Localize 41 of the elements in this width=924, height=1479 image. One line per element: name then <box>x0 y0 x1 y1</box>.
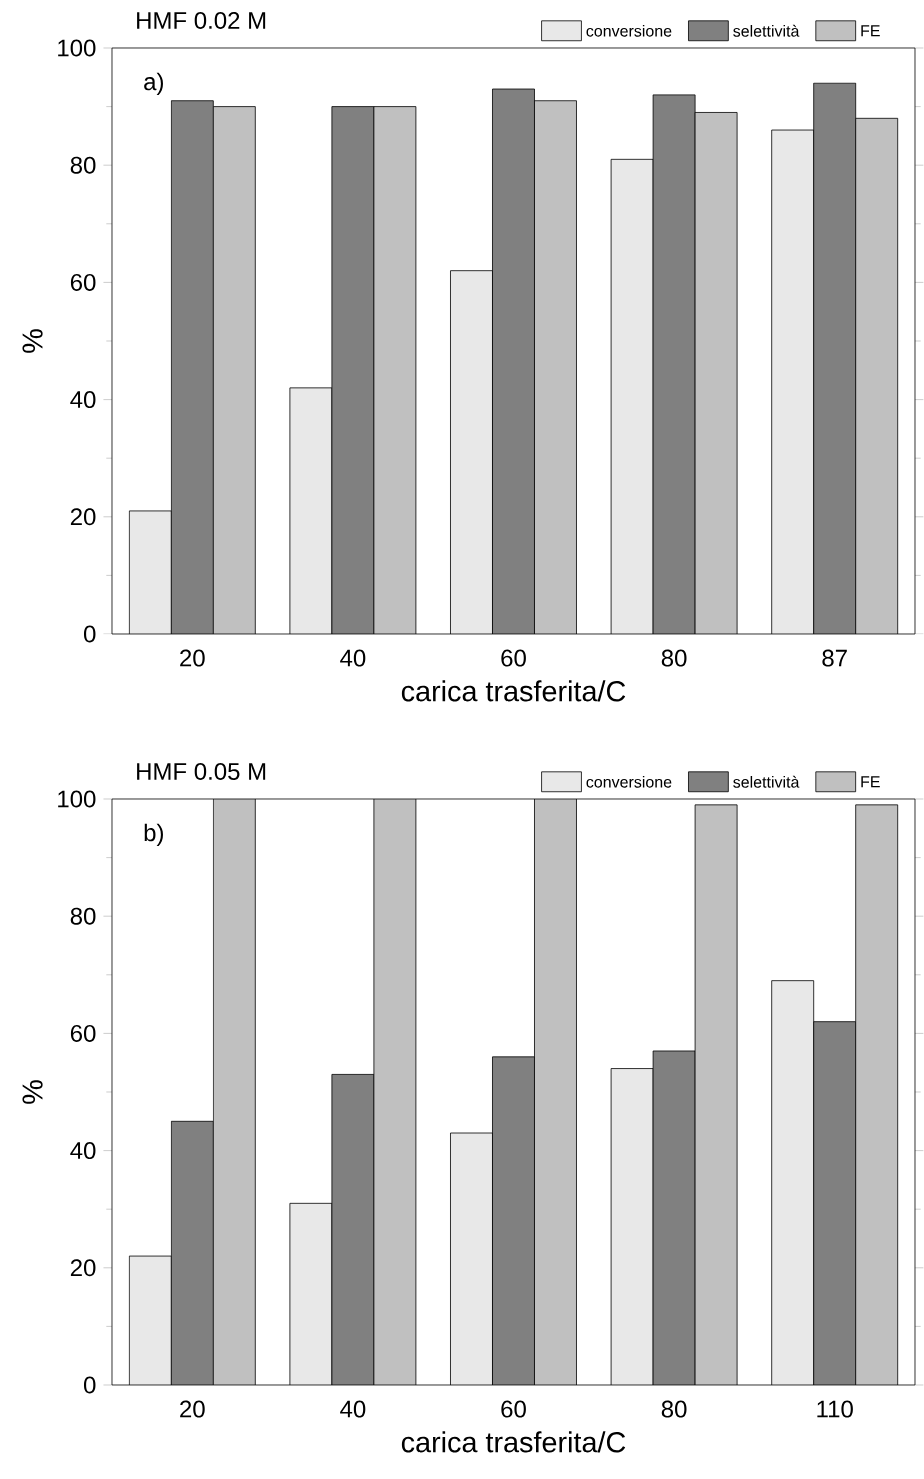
legend-label: selettività <box>733 775 800 788</box>
bar <box>373 106 417 634</box>
y-tick-label: 20 <box>71 1259 96 1277</box>
x-tick-label: 20 <box>180 1400 205 1418</box>
x-tick-label: 20 <box>180 649 205 667</box>
x-tick-label: 60 <box>501 1400 527 1418</box>
x-tick-label: 80 <box>661 649 687 667</box>
x-axis-title: carica trasferita/C <box>402 1431 626 1453</box>
bar <box>534 100 578 634</box>
x-tick-label: 110 <box>817 1400 854 1418</box>
y-axis-title: % <box>22 1080 43 1104</box>
bar <box>694 112 738 634</box>
y-tick-label: 40 <box>70 391 96 409</box>
y-tick-label: 60 <box>71 273 96 291</box>
y-tick-label: 60 <box>71 1024 96 1042</box>
y-tick-label: 80 <box>70 156 96 174</box>
y-tick-label: 100 <box>58 790 96 808</box>
y-tick-label: 0 <box>84 1376 96 1394</box>
y-axis-title: % <box>22 329 43 353</box>
x-tick-label: 87 <box>822 649 847 667</box>
legend-label: FE <box>861 776 880 788</box>
legend-label: selettività <box>733 24 800 37</box>
chart-title: HMF 0.02 M <box>137 11 266 29</box>
y-tick-label: 20 <box>71 508 96 526</box>
y-tick-label: 100 <box>58 39 96 57</box>
x-tick-label: 40 <box>340 649 366 667</box>
y-tick-label: 0 <box>84 625 96 643</box>
y-tick-label: 40 <box>70 1142 96 1160</box>
legend-label: FE <box>861 25 880 37</box>
x-tick-label: 40 <box>340 1400 366 1418</box>
x-tick-label: 60 <box>501 649 527 667</box>
annotation: b) <box>144 823 164 846</box>
x-axis-title: carica trasferita/C <box>402 680 626 702</box>
bar <box>855 117 899 634</box>
x-tick-label: 80 <box>661 1400 687 1418</box>
bar <box>213 106 256 634</box>
annotation: a) <box>144 72 164 95</box>
legend-label: conversione <box>586 775 672 788</box>
chart-title: HMF 0.05 M <box>137 762 266 780</box>
legend-label: conversione <box>586 24 672 37</box>
y-tick-label: 80 <box>70 907 96 925</box>
